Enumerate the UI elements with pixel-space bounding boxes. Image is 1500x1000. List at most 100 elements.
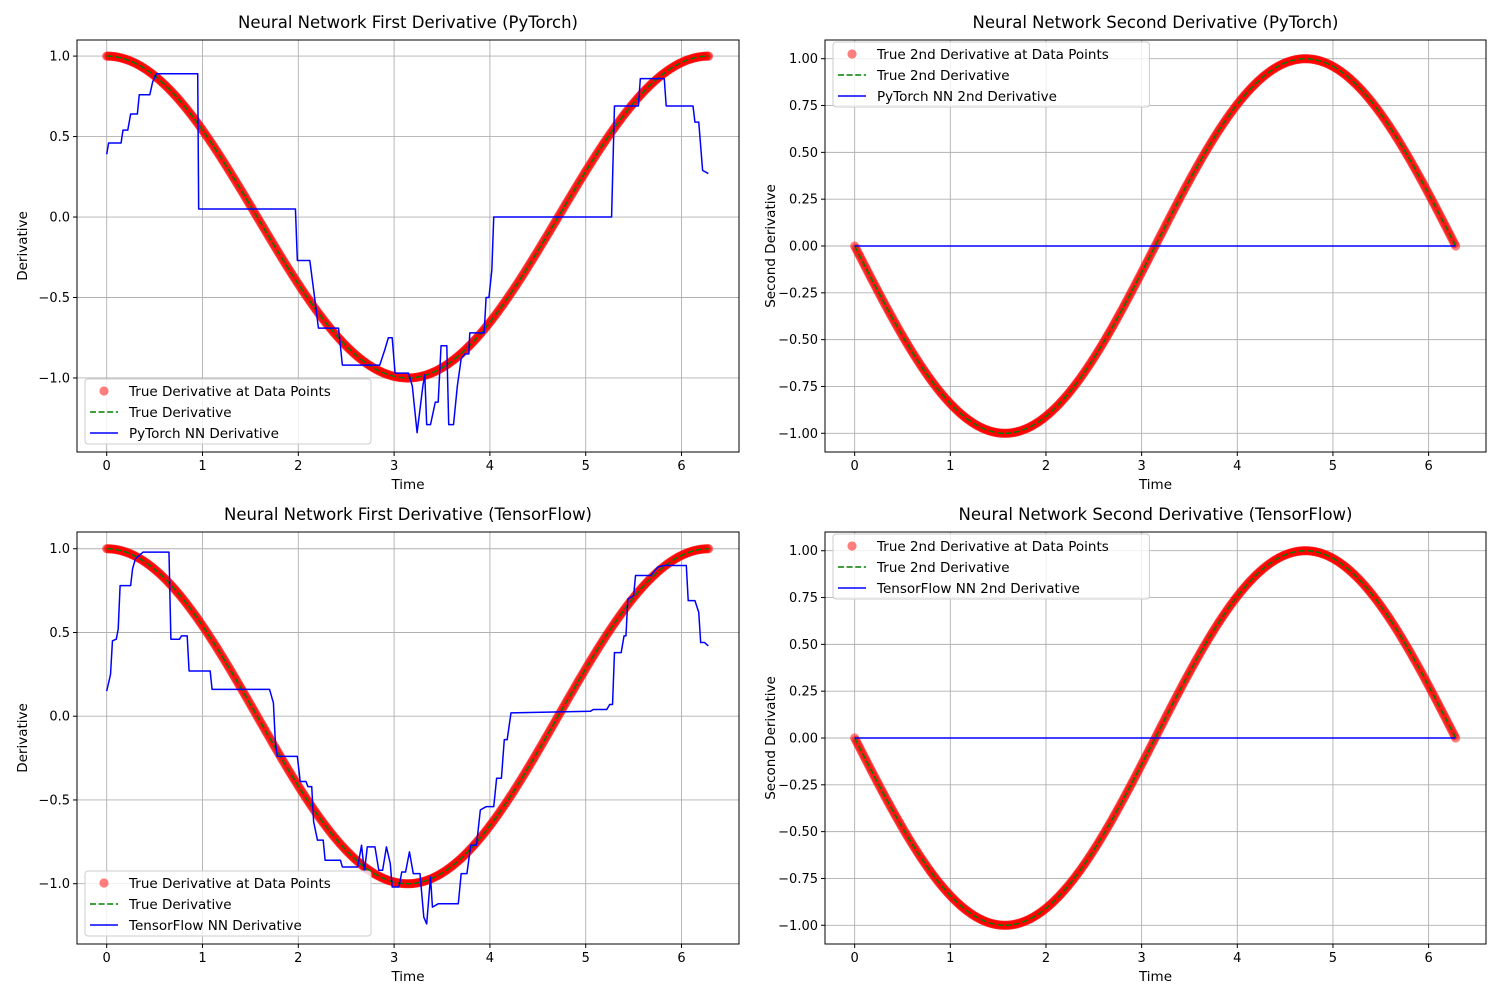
plot-area — [850, 54, 1461, 438]
x-tick-label: 6 — [677, 459, 685, 474]
plot-area — [102, 544, 714, 925]
legend-frame — [84, 378, 372, 445]
y-axis-label: Derivative — [15, 703, 31, 773]
x-tick-label: 5 — [582, 459, 590, 474]
y-tick-label: −0.50 — [778, 825, 818, 840]
x-axis-label: Time — [390, 477, 424, 493]
chart-panel-3: 0 1 2 3 4 5 6 −1.0 −0.5 0.0 0.5 1.0 Neural Network F… — [15, 505, 740, 985]
chart-panel-1: 0 1 2 3 4 5 6 −1.0 −0.5 0.0 0.5 1.0 Neural Network F… — [15, 13, 740, 493]
y-tick-label: 1.00 — [789, 544, 818, 559]
axes-frame — [76, 39, 740, 453]
y-tick-label: −0.5 — [38, 793, 70, 808]
y-tick-label: 0.75 — [789, 591, 818, 606]
y-tick-label: −1.0 — [38, 371, 70, 386]
x-tick-label: 1 — [198, 459, 206, 474]
true-derivative-line — [853, 57, 1457, 435]
legend-label: True 2nd Derivative — [876, 68, 1010, 84]
y-tick-label: −1.0 — [38, 877, 70, 892]
legend-frame — [84, 870, 372, 937]
y-tick-label: −0.50 — [778, 333, 818, 348]
x-tick-label: 4 — [486, 459, 494, 474]
y-tick-label: −0.75 — [778, 380, 818, 395]
x-tick-label: 3 — [1137, 951, 1145, 966]
x-tick-label: 3 — [390, 459, 398, 474]
x-tick-label: 6 — [1424, 951, 1432, 966]
x-tick-label: 1 — [198, 951, 206, 966]
legend: True 2nd Derivative at Data Points True 2… — [832, 41, 1150, 108]
legend-marker-scatter — [99, 386, 109, 396]
x-tick-label: 2 — [294, 459, 302, 474]
x-tick-label: 2 — [1042, 459, 1050, 474]
y-tick-label: −0.5 — [38, 291, 70, 306]
chart-title: Neural Network First Derivative (PyTorch… — [238, 13, 578, 32]
nn-derivative-line — [105, 73, 709, 434]
y-tick-label: −0.25 — [778, 286, 818, 301]
legend: True Derivative at Data Points True Deriv… — [84, 870, 372, 937]
x-tick-label: 2 — [1042, 951, 1050, 966]
x-tick-label: 3 — [390, 951, 398, 966]
y-tick-label: 0.50 — [789, 146, 818, 161]
legend-label: True Derivative at Data Points — [128, 384, 331, 400]
x-tick-label: 6 — [1424, 459, 1432, 474]
true-derivative-line — [106, 55, 709, 379]
y-tick-label: 0.00 — [789, 732, 818, 747]
legend-marker-scatter — [847, 541, 857, 551]
y-tick-label: 0.5 — [49, 130, 70, 145]
x-tick-label: 6 — [677, 951, 685, 966]
x-tick-label: 3 — [1137, 459, 1145, 474]
x-tick-label: 4 — [486, 951, 494, 966]
legend-label: TensorFlow NN 2nd Derivative — [876, 581, 1080, 597]
x-tick-label: 0 — [103, 951, 111, 966]
axes-frame — [824, 531, 1487, 945]
y-tick-label: 0.00 — [789, 240, 818, 255]
chart-title: Neural Network Second Derivative (Tensor… — [959, 505, 1353, 524]
chart-title: Neural Network First Derivative (TensorF… — [224, 505, 592, 524]
true-derivative-line — [106, 548, 709, 885]
x-axis-label: Time — [390, 969, 424, 985]
legend-label: PyTorch NN Derivative — [129, 426, 279, 442]
scatter-point — [704, 544, 714, 554]
legend-label: True 2nd Derivative at Data Points — [876, 539, 1109, 555]
legend-frame — [832, 533, 1150, 600]
x-axis-label: Time — [1138, 477, 1172, 493]
legend-label: True 2nd Derivative at Data Points — [876, 47, 1109, 63]
y-axis-label: Derivative — [15, 211, 31, 281]
grid-lines — [77, 40, 739, 452]
axes-frame — [76, 531, 740, 945]
grid-lines — [77, 532, 739, 944]
legend-marker-scatter — [847, 49, 857, 59]
x-tick-label: 1 — [946, 459, 954, 474]
y-tick-label: 0.50 — [789, 638, 818, 653]
plot-area — [102, 51, 714, 434]
chart-title: Neural Network Second Derivative (PyTorc… — [972, 13, 1338, 32]
y-tick-label: 0.75 — [789, 99, 818, 114]
scatter-point — [704, 51, 714, 61]
x-axis-label: Time — [1138, 969, 1172, 985]
legend-label: TensorFlow NN Derivative — [128, 918, 302, 934]
y-axis-label: Second Derivative — [763, 184, 779, 308]
y-tick-label: 1.00 — [789, 52, 818, 67]
y-tick-label: −1.00 — [778, 919, 818, 934]
x-tick-label: 5 — [582, 951, 590, 966]
x-tick-label: 1 — [946, 951, 954, 966]
y-tick-label: −1.00 — [778, 427, 818, 442]
y-tick-label: 0.0 — [49, 710, 70, 725]
legend-label: True Derivative — [128, 405, 232, 421]
x-tick-label: 5 — [1329, 951, 1337, 966]
y-tick-label: 1.0 — [49, 50, 70, 65]
chart-panel-2: 0 1 2 3 4 5 6 −1.00 −0.75 −0.50 −0.25 0.00 0.25 0.50 0… — [763, 13, 1487, 493]
x-tick-label: 0 — [103, 459, 111, 474]
true-derivative-line — [853, 549, 1457, 927]
legend-marker-scatter — [99, 878, 109, 888]
chart-panel-4: 0 1 2 3 4 5 6 −1.00 −0.75 −0.50 −0.25 0.00 0.25 0.50 0… — [763, 505, 1487, 985]
plot-area — [850, 546, 1461, 930]
y-tick-label: 0.25 — [789, 685, 818, 700]
legend: True 2nd Derivative at Data Points True 2… — [832, 533, 1150, 600]
y-tick-label: −0.25 — [778, 778, 818, 793]
legend-label: True Derivative — [128, 897, 232, 913]
y-tick-label: −0.75 — [778, 872, 818, 887]
axes-frame — [824, 39, 1487, 453]
legend-frame — [832, 41, 1150, 108]
x-tick-label: 5 — [1329, 459, 1337, 474]
